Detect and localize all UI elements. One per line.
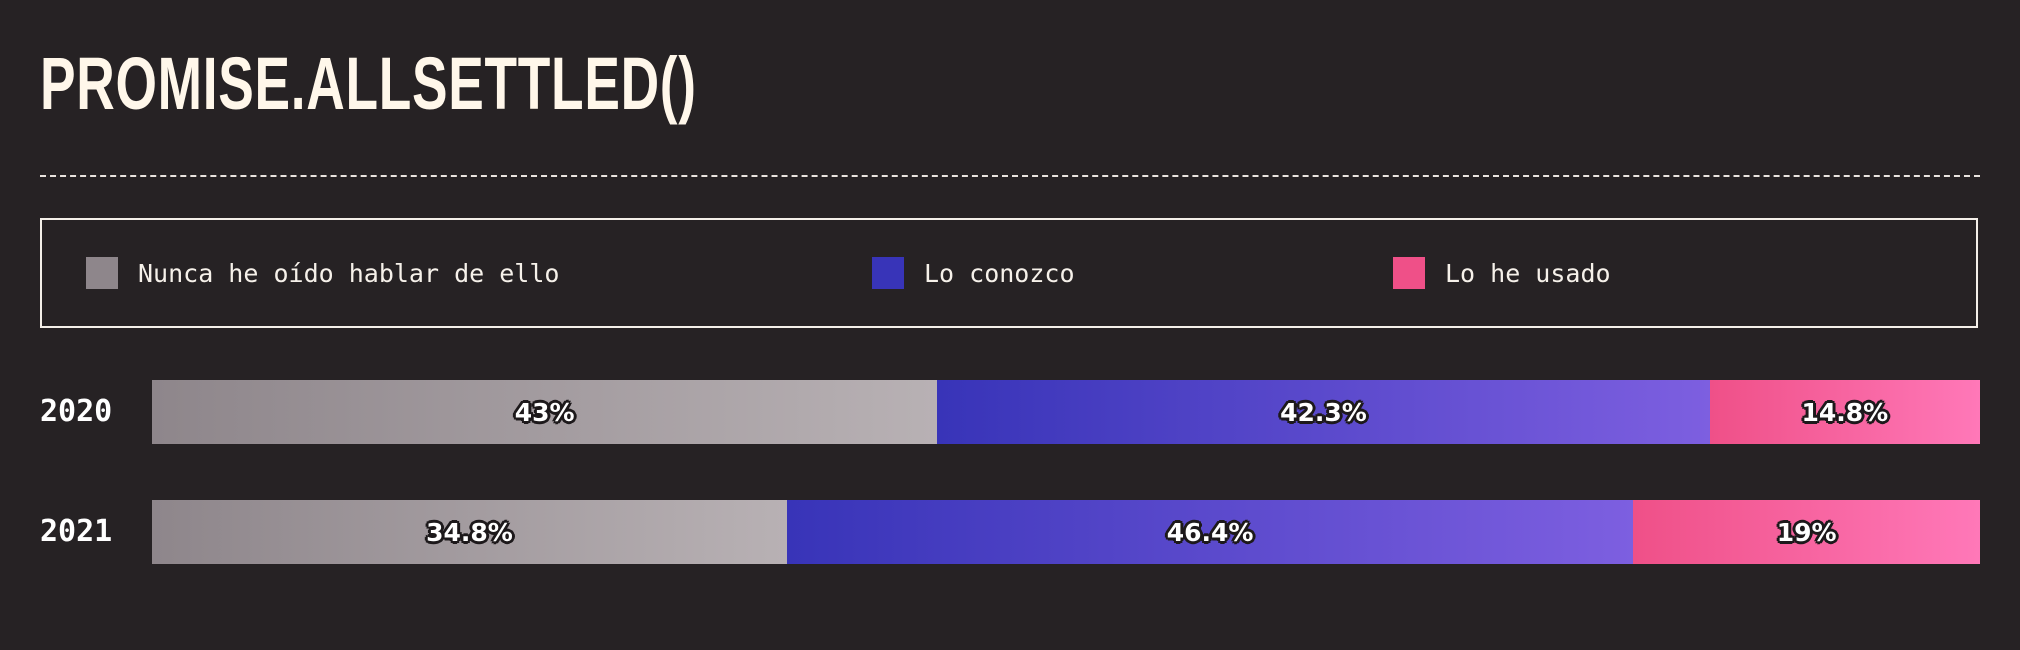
bar-value-label-2021-conozco: 46.4% — [1166, 517, 1254, 547]
legend-item-usado[interactable]: Lo he usado — [1393, 220, 1611, 326]
bar-segment-2020-conozco[interactable]: 42.3% — [937, 380, 1710, 444]
bar-value-label-2021-usado: 19% — [1776, 517, 1837, 547]
bar-row-2020: 2020 43% 42.3% 14.8% — [40, 380, 1980, 444]
legend-item-nunca[interactable]: Nunca he oído hablar de ello — [86, 220, 559, 326]
bar-row-label-2020: 2020 — [40, 394, 113, 429]
divider — [40, 175, 1980, 177]
bar-value-label-2020-usado: 14.8% — [1801, 397, 1889, 427]
bar-segment-2021-conozco[interactable]: 46.4% — [786, 500, 1634, 564]
bar-row-2021: 2021 34.8% 46.4% 19% — [40, 500, 1980, 564]
legend: Nunca he oído hablar de ello Lo conozco … — [40, 218, 1978, 328]
legend-label-usado: Lo he usado — [1445, 258, 1611, 288]
bar-segment-2021-usado[interactable]: 19% — [1633, 500, 1980, 564]
legend-label-conozco: Lo conozco — [924, 258, 1075, 288]
bar-value-label-2021-nunca: 34.8% — [426, 517, 513, 547]
legend-label-nunca: Nunca he oído hablar de ello — [138, 258, 560, 288]
bar-track-2021: 34.8% 46.4% 19% — [152, 500, 1980, 564]
bar-segment-2020-nunca[interactable]: 43% — [152, 380, 938, 444]
bar-row-label-2021: 2021 — [40, 514, 113, 549]
page-title: PROMISE.ALLSETTLED() — [40, 42, 697, 125]
bar-segment-2020-usado[interactable]: 14.8% — [1709, 380, 1980, 444]
bar-track-2020: 43% 42.3% 14.8% — [152, 380, 1980, 444]
bar-value-label-2020-nunca: 43% — [514, 397, 575, 427]
legend-swatch-nunca — [86, 257, 118, 289]
legend-swatch-usado — [1393, 257, 1425, 289]
legend-swatch-conozco — [872, 257, 904, 289]
bar-segment-2021-nunca[interactable]: 34.8% — [152, 500, 787, 564]
bar-value-label-2020-conozco: 42.3% — [1280, 397, 1367, 427]
legend-item-conozco[interactable]: Lo conozco — [872, 220, 1075, 326]
